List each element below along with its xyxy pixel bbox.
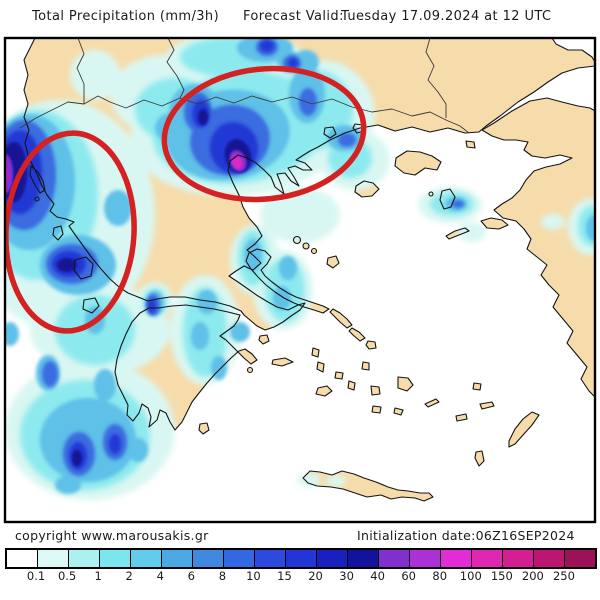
legend-swatch-9 <box>286 550 317 567</box>
legend-swatch-10 <box>317 550 348 567</box>
legend-swatch-15 <box>472 550 503 567</box>
legend-label-60: 60 <box>401 569 416 583</box>
legend-label-6: 6 <box>187 569 195 583</box>
forecast-valid-value: Tuesday 17.09.2024 at 12 UTC <box>341 9 552 24</box>
legend-swatch-2 <box>69 550 100 567</box>
legend-colorbar <box>5 548 597 569</box>
highlight-ellipse-north-greece-chalkidiki <box>161 65 367 203</box>
legend-swatch-16 <box>503 550 534 567</box>
legend-tick-labels: 0.1 0.5 1 2 4 6 8 10 15 20 30 40 60 80 100 150 200 250 <box>5 569 595 585</box>
legend-label-2: 2 <box>125 569 133 583</box>
copyright-text: copyright www.marousakis.gr <box>15 528 209 543</box>
legend-label-150: 150 <box>490 569 513 583</box>
forecast-valid-label: Forecast Valid: <box>243 9 344 24</box>
map-frame <box>3 36 597 524</box>
initialization-date-text: Initialization date:06Z16SEP2024 <box>357 528 575 543</box>
legend-swatch-12 <box>379 550 410 567</box>
legend-swatch-1 <box>38 550 69 567</box>
legend-label-80: 80 <box>432 569 448 583</box>
legend-swatch-17 <box>534 550 565 567</box>
legend-label-100: 100 <box>459 569 482 583</box>
legend-label-0.1: 0.1 <box>26 569 46 583</box>
legend-swatch-11 <box>348 550 379 567</box>
legend-label-4: 4 <box>156 569 164 583</box>
legend-swatch-14 <box>441 550 472 567</box>
legend-label-8: 8 <box>218 569 227 583</box>
legend-label-15: 15 <box>277 569 292 583</box>
legend-swatch-7 <box>224 550 255 567</box>
legend-swatch-0 <box>7 550 38 567</box>
legend-label-250: 250 <box>552 569 575 583</box>
legend-label-30: 30 <box>339 569 354 583</box>
page-title: Total Precipitation (mm/3h) <box>32 9 220 24</box>
legend-swatch-6 <box>193 550 224 567</box>
legend-label-1: 1 <box>94 569 102 583</box>
legend-swatch-4 <box>131 550 162 567</box>
legend-label-0.5: 0.5 <box>57 569 77 583</box>
legend-label-10: 10 <box>246 569 261 583</box>
legend-swatch-3 <box>100 550 131 567</box>
legend-label-20: 20 <box>308 569 323 583</box>
legend-swatch-8 <box>255 550 286 567</box>
legend-swatch-13 <box>410 550 441 567</box>
legend-label-40: 40 <box>370 569 385 583</box>
political-borders <box>19 38 470 134</box>
legend-label-200: 200 <box>521 569 544 583</box>
legend-swatch-18 <box>565 550 595 567</box>
legend-swatch-5 <box>162 550 193 567</box>
